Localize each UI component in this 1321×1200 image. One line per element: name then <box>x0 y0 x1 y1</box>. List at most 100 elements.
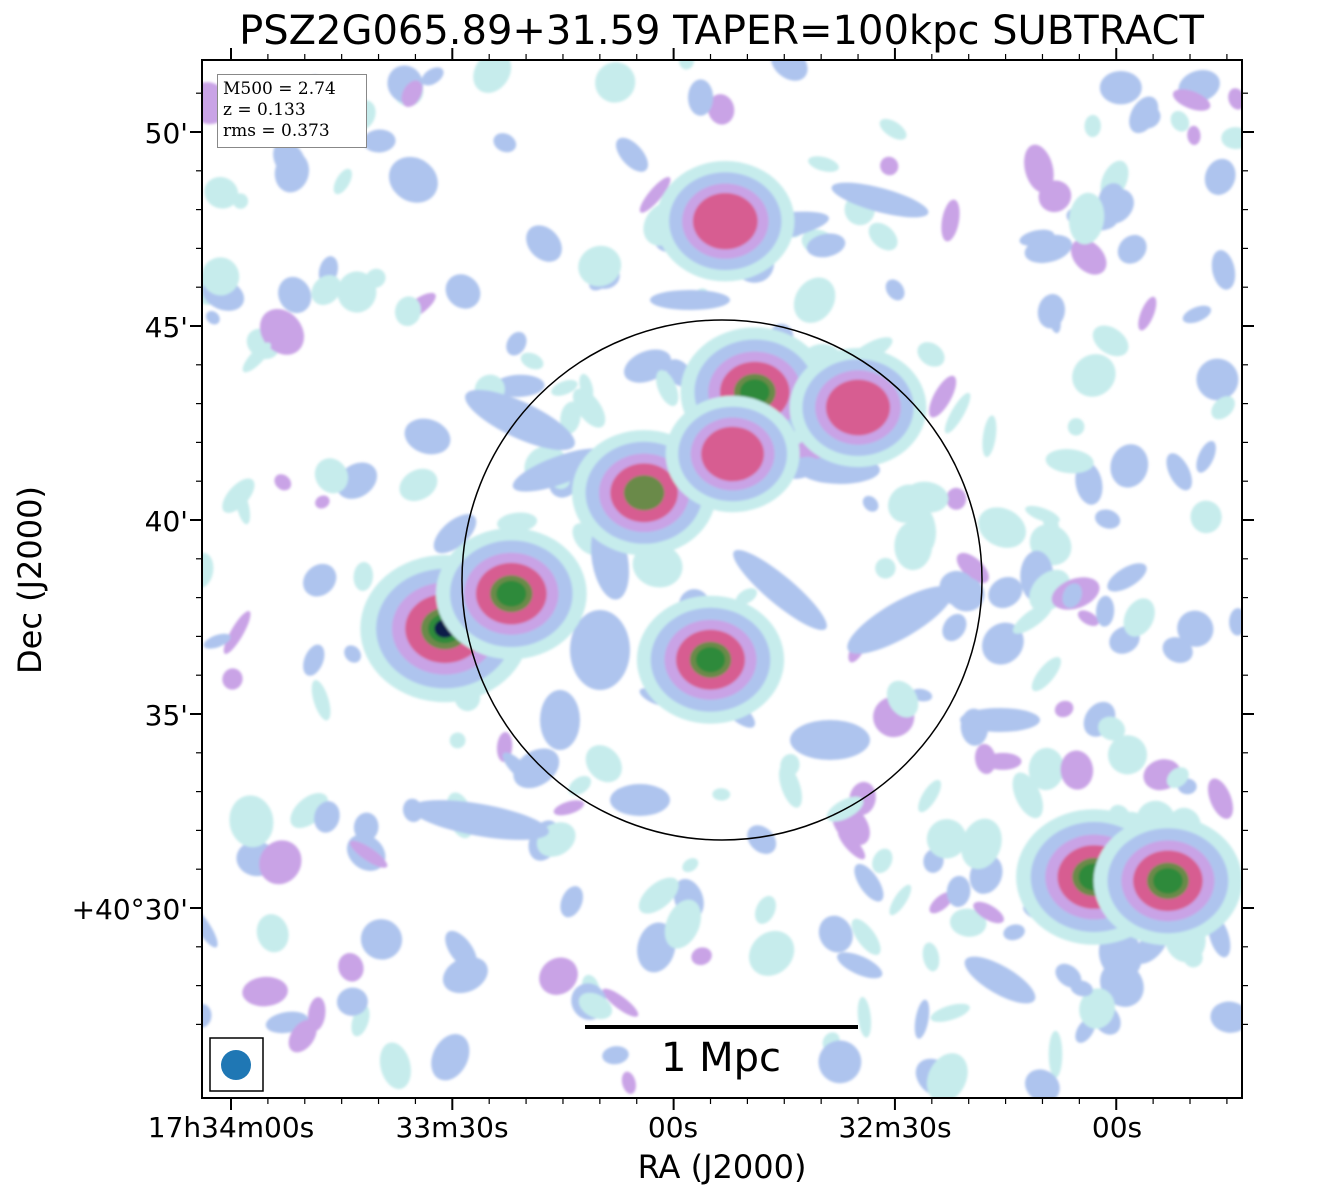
noise-patch <box>1221 127 1242 150</box>
noise-patch <box>602 988 639 1017</box>
noise-patch <box>837 952 883 979</box>
plot-frame <box>201 59 1243 1099</box>
noise-patch <box>273 140 307 180</box>
noise-patch <box>445 274 481 309</box>
noise-patch <box>202 257 240 296</box>
noise-patch <box>1211 250 1236 290</box>
noise-patch <box>1207 778 1234 819</box>
noise-patch <box>578 992 613 1020</box>
noise-patch <box>338 952 364 982</box>
noise-patch <box>223 611 251 654</box>
y-tick-labels: 50' 45' 40' 35' +40°30' <box>72 117 188 926</box>
scale-bar-label: 1 Mpc <box>661 1035 781 1081</box>
noise-patch <box>349 840 388 868</box>
noise-patch <box>360 919 403 960</box>
noise-patch <box>1070 980 1093 997</box>
noise-patch <box>793 277 836 323</box>
extended-emission <box>733 549 827 631</box>
noise-patch <box>1138 296 1157 331</box>
noise-patch <box>1077 610 1099 627</box>
x-tick-label: 17h34m00s <box>148 1111 315 1144</box>
noise-patch <box>880 156 899 176</box>
noise-patch <box>1024 234 1073 264</box>
noise-patch <box>1177 610 1214 647</box>
y-tick-label: 40' <box>145 505 188 538</box>
noise-patch <box>1075 462 1103 505</box>
y-tick-label: 35' <box>145 699 188 732</box>
y-tick-label: 50' <box>145 117 188 150</box>
noise-patch <box>857 996 872 1038</box>
noise-patch <box>973 901 1004 924</box>
noise-patch <box>1107 563 1147 592</box>
y-tick-label: 45' <box>145 311 188 344</box>
noise-patch <box>982 622 1024 665</box>
noise-patch <box>1079 988 1116 1029</box>
noise-patch <box>1024 144 1054 193</box>
noise-patch <box>1182 305 1212 324</box>
r500-circle <box>461 319 983 841</box>
axis-ticks <box>190 48 1254 1110</box>
noise-patch <box>311 275 342 305</box>
extended-emission <box>960 708 1040 732</box>
extended-emission <box>465 389 575 451</box>
extended-emission <box>831 182 929 218</box>
noise-patch <box>388 156 438 203</box>
noise-patch <box>922 942 940 972</box>
info-box: M500 = 2.74 z = 0.133 rms = 0.373 <box>217 74 367 148</box>
noise-patch <box>929 375 957 418</box>
noise-patch <box>1110 444 1149 488</box>
noise-patch <box>621 1071 636 1094</box>
extended-emission <box>411 800 549 840</box>
noise-patch <box>918 779 942 813</box>
noise-patch <box>942 613 967 642</box>
noise-patch <box>1166 767 1189 788</box>
noise-patch <box>1060 750 1094 790</box>
noise-patch <box>1129 96 1159 134</box>
noise-patch <box>1123 598 1155 637</box>
noise-patch <box>691 947 712 966</box>
chart-title: PSZ2G065.89+31.59 TAPER=100kpc SUBTRACT <box>239 8 1204 54</box>
extended-emission <box>790 720 870 760</box>
noise-patch <box>303 563 337 597</box>
noise-patch <box>1166 453 1192 491</box>
noise-patch <box>553 800 585 816</box>
noise-patch <box>615 137 649 172</box>
noise-patch <box>679 60 694 70</box>
noise-patch <box>885 279 905 301</box>
noise-patch <box>222 668 243 690</box>
noise-patch <box>1012 772 1044 819</box>
noise-patch <box>755 895 776 924</box>
extended-emission <box>650 290 730 310</box>
noise-patch <box>1095 509 1121 529</box>
radio-source <box>692 193 758 250</box>
radio-source <box>825 379 891 436</box>
noise-patch <box>353 562 374 591</box>
noise-patch <box>493 133 517 153</box>
noise-patch <box>656 370 679 407</box>
noise-patch <box>433 514 477 554</box>
noise-patch <box>395 296 421 327</box>
noise-patch <box>1092 325 1129 357</box>
extended-emission <box>847 586 953 654</box>
noise-patch <box>638 877 679 914</box>
radio-map <box>202 60 1242 1098</box>
noise-patch <box>442 956 488 994</box>
extended-emission <box>570 610 630 690</box>
noise-patch <box>978 507 1026 548</box>
noise-patch <box>242 342 271 373</box>
noise-patch <box>259 308 305 355</box>
noise-patch <box>1031 657 1062 692</box>
noise-patch <box>961 818 1002 870</box>
noise-patch <box>203 633 231 649</box>
noise-patch <box>1099 71 1142 105</box>
noise-patch <box>929 891 954 914</box>
noise-patch <box>914 999 930 1039</box>
noise-patch <box>259 840 302 885</box>
noise-patch <box>595 62 636 103</box>
noise-patch <box>1072 354 1116 397</box>
noise-patch <box>290 792 329 829</box>
radio-source <box>496 580 527 607</box>
noise-patch <box>748 930 795 976</box>
noise-patch <box>579 373 594 401</box>
noise-patch <box>1048 1030 1063 1078</box>
